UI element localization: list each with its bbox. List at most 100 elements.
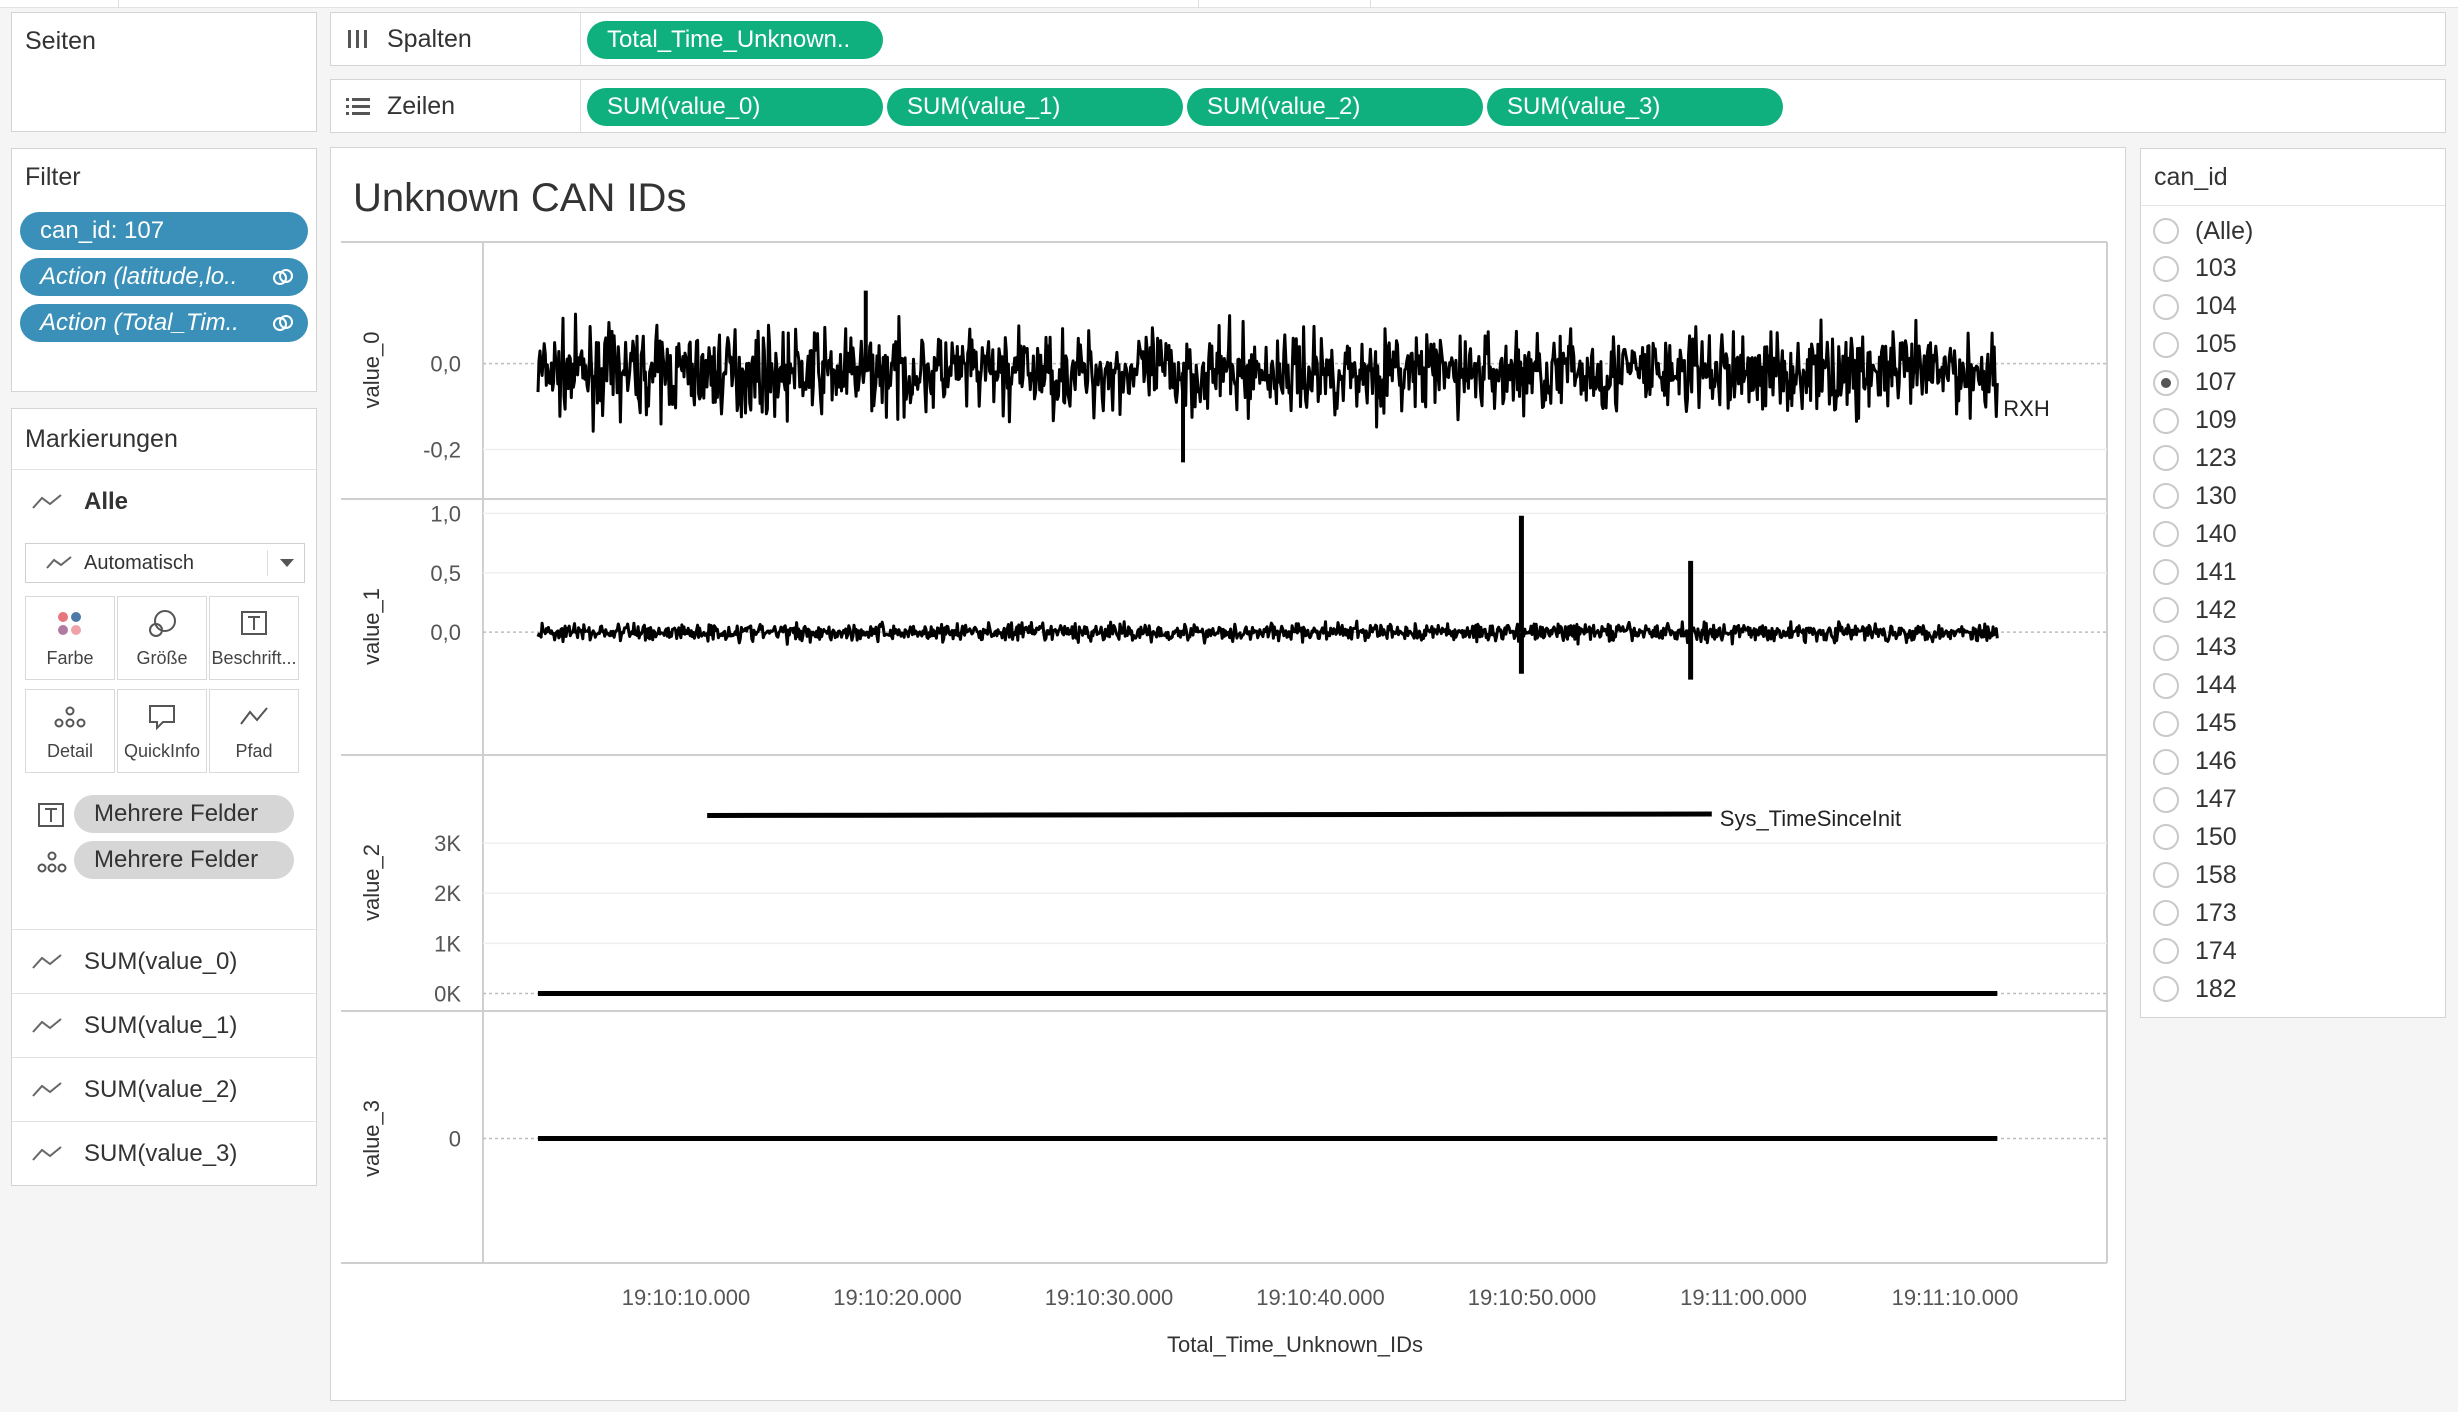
radio-button[interactable] <box>2153 597 2179 623</box>
line-chart[interactable]: value_0 0,0 -0,2 RXH value_1 1,0 0,5 0,0 value_2… <box>331 148 2127 1402</box>
rows-pill-value-3[interactable]: SUM(value_3) <box>1487 88 1783 126</box>
can-id-option[interactable]: 141 <box>2153 554 2237 590</box>
marks-card[interactable]: Markierungen Alle Automatisch Farbe Größ… <box>11 408 318 1186</box>
can-id-option[interactable]: 142 <box>2153 592 2237 628</box>
size-icon <box>118 609 206 639</box>
rows-pill-value-0[interactable]: SUM(value_0) <box>587 88 883 126</box>
radio-button[interactable] <box>2153 900 2179 927</box>
series-line-secondary <box>707 811 1712 819</box>
can-id-option-label: 158 <box>2195 860 2237 889</box>
filter-title-divider <box>2141 205 2445 206</box>
can-id-option-label: 123 <box>2195 443 2237 472</box>
radio-button[interactable] <box>2153 672 2179 699</box>
can-id-option[interactable]: 123 <box>2153 440 2237 476</box>
path-icon <box>210 702 298 732</box>
can-id-option[interactable]: 147 <box>2153 782 2237 818</box>
measure-row-value-3[interactable]: SUM(value_3) <box>12 1121 318 1185</box>
path-card[interactable]: Pfad <box>209 689 299 773</box>
x-tick-label: 19:10:20.000 <box>833 1285 961 1310</box>
color-card[interactable]: Farbe <box>25 596 115 680</box>
pages-shelf[interactable]: Seiten <box>11 12 317 132</box>
rows-pill-value-2[interactable]: SUM(value_2) <box>1187 88 1483 126</box>
can-id-option[interactable]: 144 <box>2153 668 2237 704</box>
can-id-filter-card[interactable]: can_id (Alle) 103 104 105 107 109 123 130 140 141… <box>2140 148 2446 1018</box>
x-tick-label: 19:11:00.000 <box>1680 1285 1807 1310</box>
x-tick-label: 19:11:10.000 <box>1892 1285 2019 1310</box>
can-id-option-label: 142 <box>2195 595 2237 624</box>
can-id-option[interactable]: 103 <box>2153 251 2237 287</box>
detail-card[interactable]: Detail <box>25 689 115 773</box>
can-id-option-label: 130 <box>2195 481 2237 510</box>
label-card[interactable]: Beschrift... <box>209 596 299 680</box>
radio-button[interactable] <box>2153 824 2179 851</box>
chevron-down-icon <box>280 559 294 567</box>
radio-button[interactable] <box>2153 559 2179 586</box>
filter-pill-action-latitude[interactable]: Action (latitude,lo.. <box>20 258 308 296</box>
columns-shelf[interactable]: Spalten Total_Time_Unknown.. <box>330 12 2446 66</box>
y-axis-label: value_1 <box>359 588 384 665</box>
rows-shelf[interactable]: Zeilen SUM(value_0) SUM(value_1) SUM(val… <box>330 79 2446 133</box>
can-id-option[interactable]: 158 <box>2153 857 2237 893</box>
can-id-option[interactable]: (Alle) <box>2153 213 2253 249</box>
series-label: Sys_TimeSinceInit <box>1720 806 1901 831</box>
can-id-option[interactable]: 173 <box>2153 895 2237 931</box>
y-tick-label: 1,0 <box>430 501 461 526</box>
radio-button[interactable] <box>2153 786 2179 813</box>
can-id-option[interactable]: 109 <box>2153 403 2237 439</box>
filter-pill-can-id[interactable]: can_id: 107 <box>20 212 308 250</box>
radio-button[interactable] <box>2153 293 2179 320</box>
measure-row-value-2[interactable]: SUM(value_2) <box>12 1057 318 1121</box>
filter-pill-label: can_id: 107 <box>40 217 165 244</box>
radio-button[interactable] <box>2153 710 2179 737</box>
radio-button[interactable] <box>2153 483 2179 510</box>
marks-all-row[interactable]: Alle <box>12 469 318 533</box>
can-id-option[interactable]: 174 <box>2153 933 2237 969</box>
color-icon <box>26 609 114 639</box>
radio-button[interactable] <box>2153 748 2179 775</box>
can-id-option[interactable]: 104 <box>2153 289 2237 325</box>
y-tick-label: 1K <box>434 931 461 956</box>
y-axis-label: value_0 <box>359 331 384 408</box>
measure-row-value-0[interactable]: SUM(value_0) <box>12 929 318 993</box>
tooltip-icon <box>118 702 206 732</box>
filter-pill-action-total-time[interactable]: Action (Total_Tim.. <box>20 304 308 342</box>
detail-field-pill[interactable]: Mehrere Felder <box>74 841 294 879</box>
can-id-option[interactable]: 105 <box>2153 327 2237 363</box>
line-mark-icon <box>32 493 62 509</box>
radio-button[interactable] <box>2153 331 2179 358</box>
radio-button[interactable] <box>2153 521 2179 548</box>
columns-pill[interactable]: Total_Time_Unknown.. <box>587 21 883 59</box>
can-id-option[interactable]: 182 <box>2153 971 2237 1007</box>
can-id-option[interactable]: 150 <box>2153 819 2237 855</box>
worksheet-view[interactable]: Unknown CAN IDs value_0 0,0 -0,2 RXH value_1… <box>330 147 2126 1401</box>
can-id-option[interactable]: 140 <box>2153 516 2237 552</box>
mark-type-dropdown[interactable]: Automatisch <box>25 543 305 583</box>
filter-pill-label: Action (Total_Tim.. <box>40 309 239 336</box>
text-icon <box>210 609 298 639</box>
radio-button[interactable] <box>2153 255 2179 282</box>
radio-button[interactable] <box>2153 445 2179 472</box>
x-tick-label: 19:10:10.000 <box>622 1285 750 1310</box>
tooltip-card[interactable]: QuickInfo <box>117 689 207 773</box>
filter-pill-label: Action (latitude,lo.. <box>40 263 238 290</box>
can-id-option-label: 146 <box>2195 747 2237 776</box>
size-card[interactable]: Größe <box>117 596 207 680</box>
can-id-option[interactable]: 107 <box>2153 365 2237 401</box>
radio-button[interactable] <box>2153 407 2179 434</box>
measure-row-value-1[interactable]: SUM(value_1) <box>12 993 318 1057</box>
can-id-option[interactable]: 130 <box>2153 478 2237 514</box>
measure-label: SUM(value_1) <box>84 1011 238 1039</box>
radio-button[interactable] <box>2153 369 2179 396</box>
rows-pill-value-1[interactable]: SUM(value_1) <box>887 88 1183 126</box>
can-id-option-label: 140 <box>2195 519 2237 548</box>
radio-button[interactable] <box>2153 976 2179 1002</box>
label-field-pill[interactable]: Mehrere Felder <box>74 795 294 833</box>
radio-button[interactable] <box>2153 938 2179 965</box>
filters-shelf[interactable]: Filter can_id: 107 Action (latitude,lo..… <box>11 148 317 392</box>
can-id-option[interactable]: 143 <box>2153 630 2237 666</box>
can-id-option[interactable]: 146 <box>2153 744 2237 780</box>
radio-button[interactable] <box>2153 862 2179 889</box>
can-id-option[interactable]: 145 <box>2153 706 2237 742</box>
radio-button[interactable] <box>2153 218 2179 244</box>
radio-button[interactable] <box>2153 634 2179 661</box>
